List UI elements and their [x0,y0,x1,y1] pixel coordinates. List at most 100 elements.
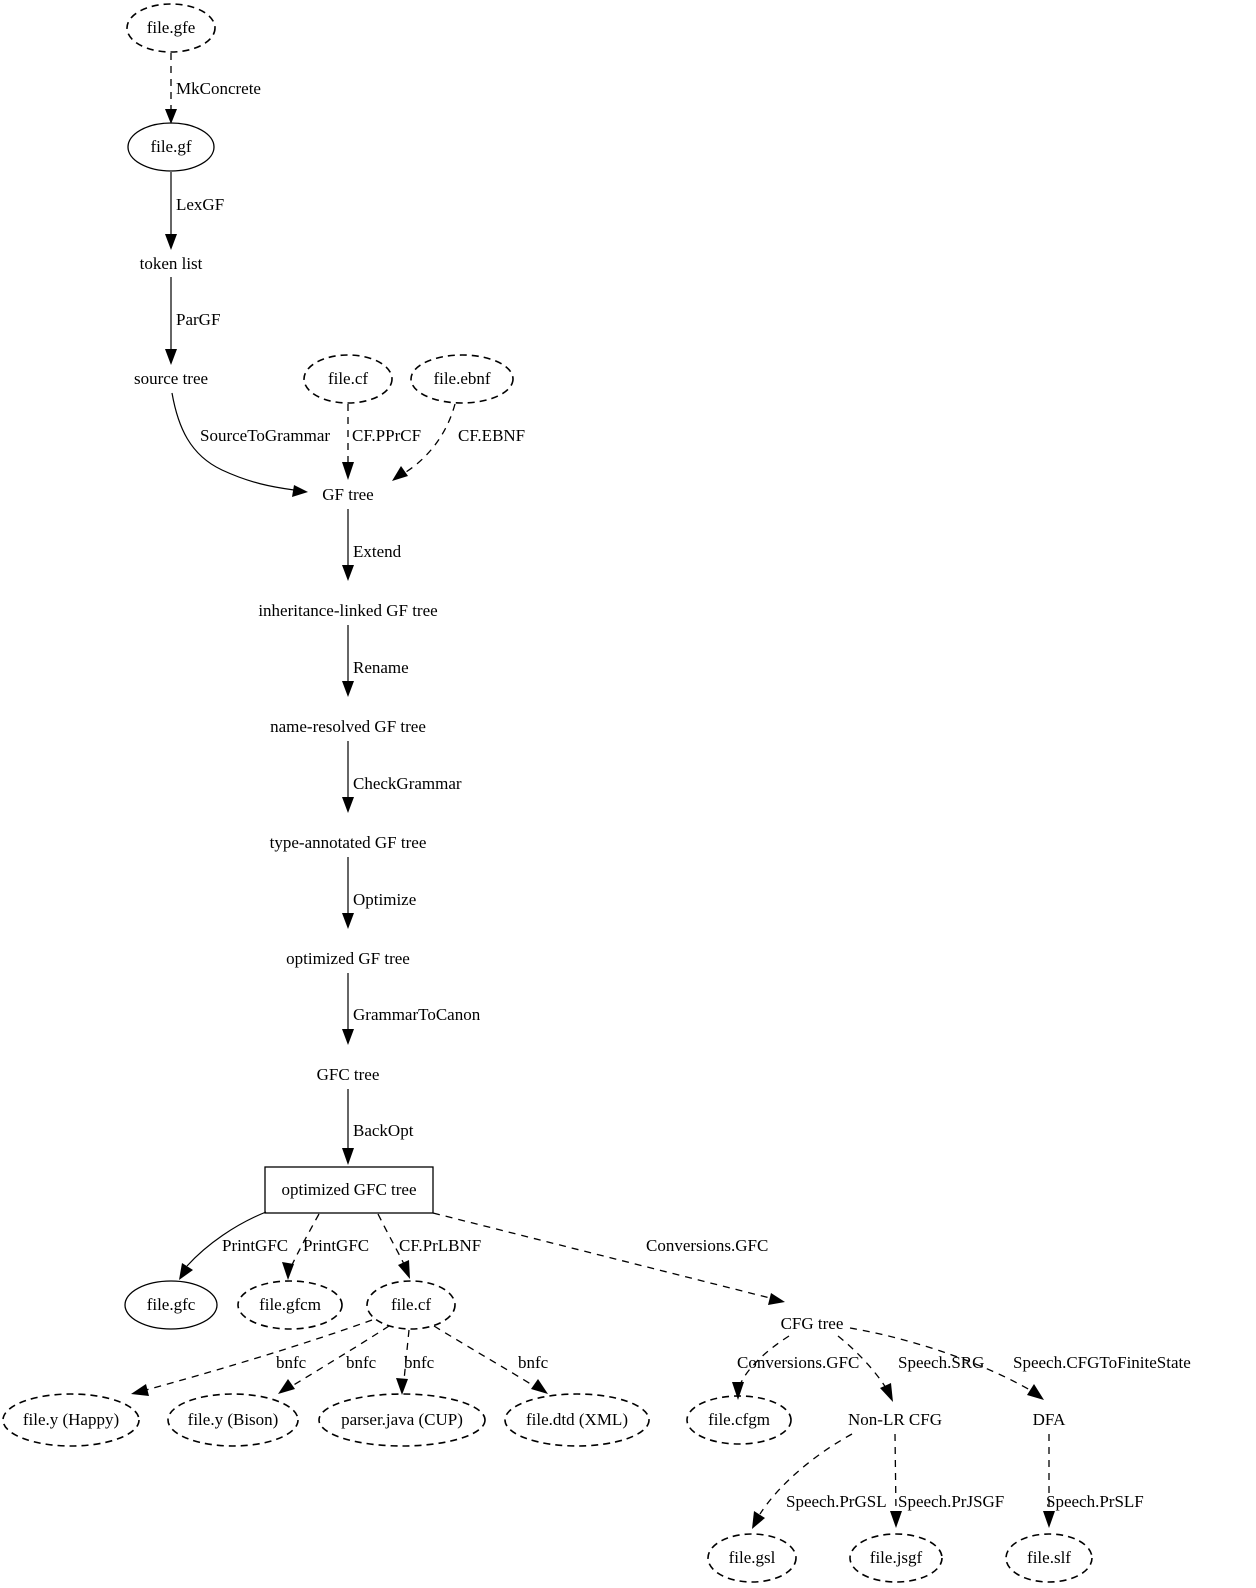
edge-checkgrammar [342,741,354,813]
edge-cf-pprcf [342,404,354,480]
edge-label-speech-prjsgf: Speech.PrJSGF [898,1492,1004,1511]
edge-optimize [342,857,354,929]
edge-label-grammartocanon: GrammarToCanon [353,1005,481,1024]
edge-speech-prslf [1043,1434,1055,1528]
edge-bnfc-xml [433,1325,548,1394]
node-shape-file-cf-mid[interactable] [366,1280,456,1330]
edge-speech-prgsl [752,1433,853,1529]
node-label-file-cf-mid: file.cf [391,1295,431,1314]
node-shape-file-cfgm[interactable] [686,1395,792,1445]
edge-labels-layer: MkConcrete LexGF ParGF SourceToGrammar C… [176,79,1191,1511]
node-shape-file-gfcm[interactable] [237,1280,343,1330]
node-shape-file-jsgf[interactable] [849,1533,943,1583]
node-shape-parser-java-cup[interactable] [318,1393,486,1447]
edge-conversions-gfc-cfgtree [432,1212,785,1305]
node-label-file-dtd-xml: file.dtd (XML) [526,1410,628,1429]
edge-bnfc-happy [131,1319,373,1396]
edge-label-bnfc-bison: bnfc [346,1353,377,1372]
node-label-name-resolved-gf-tree: name-resolved GF tree [270,717,426,736]
node-shapes-layer [2,3,1093,1583]
edge-label-checkgrammar: CheckGrammar [353,774,462,793]
node-shape-file-gfe[interactable] [126,3,216,53]
node-label-file-slf: file.slf [1027,1548,1071,1567]
node-label-optimized-gf-tree: optimized GF tree [286,949,410,968]
node-label-file-y-bison: file.y (Bison) [188,1410,279,1429]
edge-label-extend: Extend [353,542,402,561]
edge-bnfc-cup [396,1329,410,1395]
node-label-token-list: token list [140,254,203,273]
node-shape-file-dtd-xml[interactable] [504,1393,650,1447]
node-label-file-jsgf: file.jsgf [870,1548,923,1567]
edge-label-speech-prgsl: Speech.PrGSL [786,1492,887,1511]
edge-speech-srg [837,1335,893,1402]
edge-rename [342,625,354,697]
edge-cf-prlbnf [377,1213,410,1279]
edge-label-conversions-gfc-cfgtree: Conversions.GFC [646,1236,768,1255]
node-shape-file-ebnf[interactable] [410,354,514,404]
node-label-file-y-happy: file.y (Happy) [23,1410,119,1429]
node-shape-file-gf[interactable] [127,122,215,172]
node-label-type-annotated-gf-tree: type-annotated GF tree [270,833,427,852]
node-label-file-cfgm: file.cfgm [708,1410,770,1429]
edge-cf-ebnf [392,403,456,481]
node-label-optimized-gfc-tree: optimized GFC tree [281,1180,416,1199]
node-shape-file-y-happy[interactable] [2,1393,140,1447]
edge-label-speech-prslf: Speech.PrSLF [1046,1492,1144,1511]
edge-printgfc-gfc [179,1211,267,1280]
edge-backopt [342,1089,354,1165]
edge-label-printgfc-gfc: PrintGFC [222,1236,288,1255]
edge-label-backopt: BackOpt [353,1121,414,1140]
edge-sourcetogrammar [171,392,308,497]
node-shape-optimized-gfc-tree[interactable] [264,1166,434,1214]
node-labels-layer: file.gfe file.gf token list source tree … [23,18,1071,1567]
node-label-gfc-tree: GFC tree [317,1065,380,1084]
edge-label-cf-ebnf: CF.EBNF [458,426,525,445]
node-label-dfa: DFA [1033,1410,1066,1429]
node-shape-file-y-bison[interactable] [167,1393,299,1447]
node-shape-file-gsl[interactable] [707,1533,797,1583]
edge-label-mkconcrete: MkConcrete [176,79,261,98]
edge-label-bnfc-cup: bnfc [404,1353,435,1372]
edge-speech-prjsgf [890,1433,902,1528]
edge-label-sourcetogrammar: SourceToGrammar [200,426,330,445]
edge-label-cf-prlbnf: CF.PrLBNF [399,1236,481,1255]
node-label-cfg-tree: CFG tree [781,1314,844,1333]
node-label-inheritance-linked-gf-tree: inheritance-linked GF tree [258,601,437,620]
edge-conversions-gfc-cfgm [732,1335,790,1400]
node-label-gf-tree: GF tree [322,485,373,504]
node-label-file-gfe: file.gfe [147,18,196,37]
edge-label-pargf: ParGF [176,310,220,329]
edge-grammartocanon [342,973,354,1045]
edge-speech-cfgtofinitestate [849,1327,1044,1400]
edge-bnfc-bison [278,1325,390,1394]
node-label-file-gf: file.gf [150,137,191,156]
node-label-file-gfc: file.gfc [147,1295,196,1314]
edge-mkconcrete [165,53,177,124]
node-label-file-ebnf: file.ebnf [433,369,490,388]
node-label-file-gfcm: file.gfcm [259,1295,321,1314]
edge-printgfc-gfcm [282,1213,320,1280]
node-label-non-lr-cfg: Non-LR CFG [848,1410,942,1429]
node-shape-file-cf-top[interactable] [303,354,393,404]
edge-label-bnfc-happy: bnfc [276,1353,307,1372]
edge-label-conversions-gfc-cfgm: Conversions.GFC [737,1353,859,1372]
node-label-file-cf-top: file.cf [328,369,368,388]
edge-label-cf-pprcf: CF.PPrCF [352,426,421,445]
edges-layer [131,53,1055,1529]
edge-lexgf [165,172,177,250]
node-label-file-gsl: file.gsl [729,1548,776,1567]
edge-label-optimize: Optimize [353,890,416,909]
edge-pargf [165,277,177,365]
node-shape-file-gfc[interactable] [124,1280,218,1330]
edge-extend [342,509,354,581]
node-label-parser-java-cup: parser.java (CUP) [341,1410,463,1429]
edge-label-speech-cfgtofinitestate: Speech.CFGToFiniteState [1013,1353,1191,1372]
node-label-source-tree: source tree [134,369,208,388]
edge-label-printgfc-gfcm: PrintGFC [303,1236,369,1255]
edge-label-lexgf: LexGF [176,195,224,214]
node-shape-file-slf[interactable] [1005,1533,1093,1583]
edge-label-rename: Rename [353,658,409,677]
edge-label-speech-srg: Speech.SRG [898,1353,984,1372]
